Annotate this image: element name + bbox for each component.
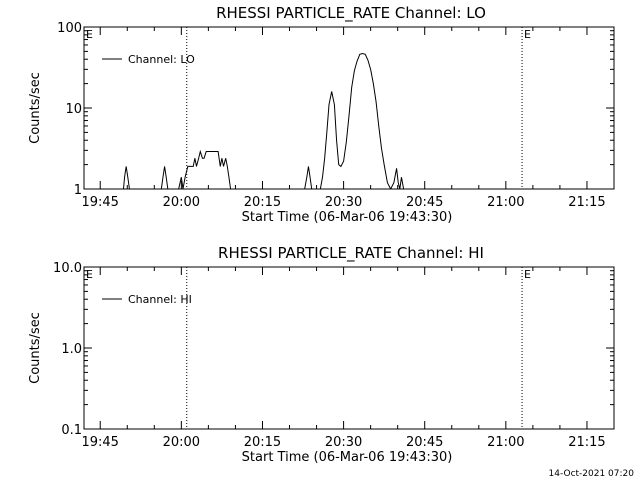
y-tick-label: 10 [65, 102, 82, 117]
chart-title: RHESSI PARTICLE_RATE Channel: LO [216, 4, 486, 23]
x-tick-label: 19:45 [81, 435, 118, 450]
y-axis-label: Counts/sec [28, 312, 43, 384]
event-mark-label: E [524, 268, 531, 281]
x-axis-label: Start Time (06-Mar-06 19:43:30) [242, 210, 453, 225]
x-tick-label: 20:00 [163, 195, 200, 210]
legend-entry: Channel: HI [128, 293, 192, 306]
series-line-lo [84, 53, 614, 189]
chart-panel-lo: RHESSI PARTICLE_RATE Channel: LO E E 19:45 2… [28, 4, 615, 225]
plot-frame [83, 26, 615, 190]
x-tick-label: 21:15 [568, 195, 605, 210]
y-tick-label: 1.0 [61, 342, 82, 357]
x-tick-label: 20:30 [325, 435, 362, 450]
y-tick-label: 1 [74, 183, 82, 198]
x-tick-label: 20:15 [244, 435, 281, 450]
x-tick-label: 21:00 [487, 435, 524, 450]
x-tick-label: 20:15 [244, 195, 281, 210]
x-tick-label: 21:00 [487, 195, 524, 210]
event-mark-label: E [86, 268, 93, 281]
y-tick-label: 10.0 [53, 261, 82, 276]
y-tick-label: 100 [57, 21, 82, 36]
x-tick-label: 20:00 [163, 435, 200, 450]
y-tick-label: 0.1 [61, 423, 82, 438]
chart-panel-hi: RHESSI PARTICLE_RATE Channel: HI E E 19:45 2… [28, 244, 615, 465]
legend-entry: Channel: LO [128, 53, 195, 66]
x-tick-label: 20:45 [406, 435, 443, 450]
x-axis-label: Start Time (06-Mar-06 19:43:30) [242, 450, 453, 465]
footer-timestamp: 14-Oct-2021 07:20 [549, 469, 635, 479]
x-tick-label: 19:45 [81, 195, 118, 210]
x-tick-label: 20:30 [325, 195, 362, 210]
chart-title: RHESSI PARTICLE_RATE Channel: HI [218, 244, 484, 263]
y-axis-label: Counts/sec [28, 72, 43, 144]
x-tick-label: 20:45 [406, 195, 443, 210]
plot-frame [83, 266, 615, 430]
x-tick-label: 21:15 [568, 435, 605, 450]
event-mark-label: E [524, 28, 531, 41]
event-mark-label: E [86, 28, 93, 41]
